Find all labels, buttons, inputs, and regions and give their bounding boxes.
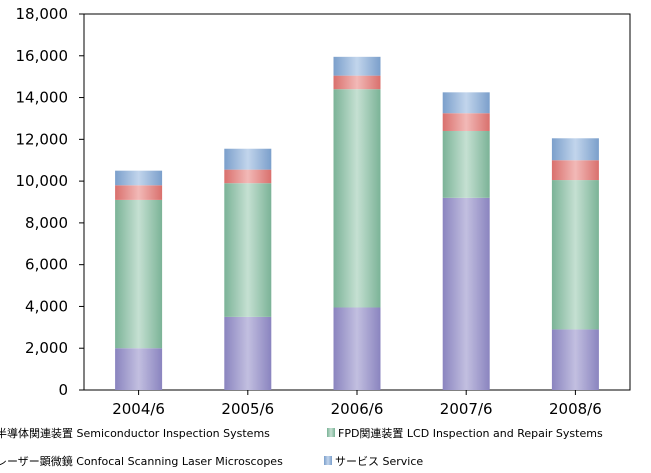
bar-segment-2-2008-6 — [551, 180, 599, 330]
bar-segment-2-2005-6 — [224, 183, 272, 317]
bar-segment-1-2005-6 — [224, 316, 272, 390]
y-tick-label: 12,000 — [16, 130, 69, 148]
y-tick-label: 6,000 — [25, 256, 68, 274]
legend-label-1: 半導体関連装置 Semiconductor Inspection Systems — [0, 426, 270, 440]
y-tick-label: 10,000 — [16, 172, 69, 190]
y-tick-label: 4,000 — [25, 297, 68, 315]
bar-segment-1-2007-6 — [442, 197, 490, 390]
x-category-label: 2006/6 — [331, 400, 384, 418]
bar-segment-3-2004-6 — [115, 185, 163, 200]
bar-segment-3-2006-6 — [333, 75, 381, 90]
bar-segment-2-2004-6 — [115, 199, 163, 349]
bar-segment-3-2007-6 — [442, 113, 490, 131]
y-tick-label: 8,000 — [25, 214, 68, 232]
bar-segment-4-2004-6 — [115, 170, 163, 186]
y-tick-label: 14,000 — [16, 89, 69, 107]
legend-swatch-4 — [324, 456, 332, 465]
legend-label-2: FPD関連装置 LCD Inspection and Repair System… — [338, 426, 603, 440]
y-tick-label: 2,000 — [25, 339, 68, 357]
x-category-label: 2008/6 — [549, 400, 602, 418]
bar-segment-1-2004-6 — [115, 348, 163, 390]
bar-segment-4-2006-6 — [333, 56, 381, 76]
y-tick-label: 0 — [58, 381, 68, 399]
bar-segment-4-2007-6 — [442, 92, 490, 114]
bar-segment-2-2007-6 — [442, 130, 490, 198]
bar-segment-4-2008-6 — [551, 138, 599, 161]
bar-segment-3-2008-6 — [551, 160, 599, 181]
legend-label-4: サービス Service — [335, 455, 423, 468]
bar-segment-4-2005-6 — [224, 148, 272, 170]
y-tick-label: 18,000 — [16, 5, 69, 23]
x-category-label: 2004/6 — [112, 400, 165, 418]
bar-segment-1-2008-6 — [551, 329, 599, 390]
legend-label-3: レーザー顕微鏡 Confocal Scanning Laser Microsco… — [0, 454, 283, 468]
legend-swatch-2 — [327, 428, 335, 437]
bar-segment-1-2006-6 — [333, 307, 381, 390]
bar-segment-3-2005-6 — [224, 169, 272, 184]
x-category-label: 2005/6 — [221, 400, 274, 418]
y-tick-label: 16,000 — [16, 47, 69, 65]
x-category-label: 2007/6 — [440, 400, 493, 418]
bar-segment-2-2006-6 — [333, 89, 381, 308]
